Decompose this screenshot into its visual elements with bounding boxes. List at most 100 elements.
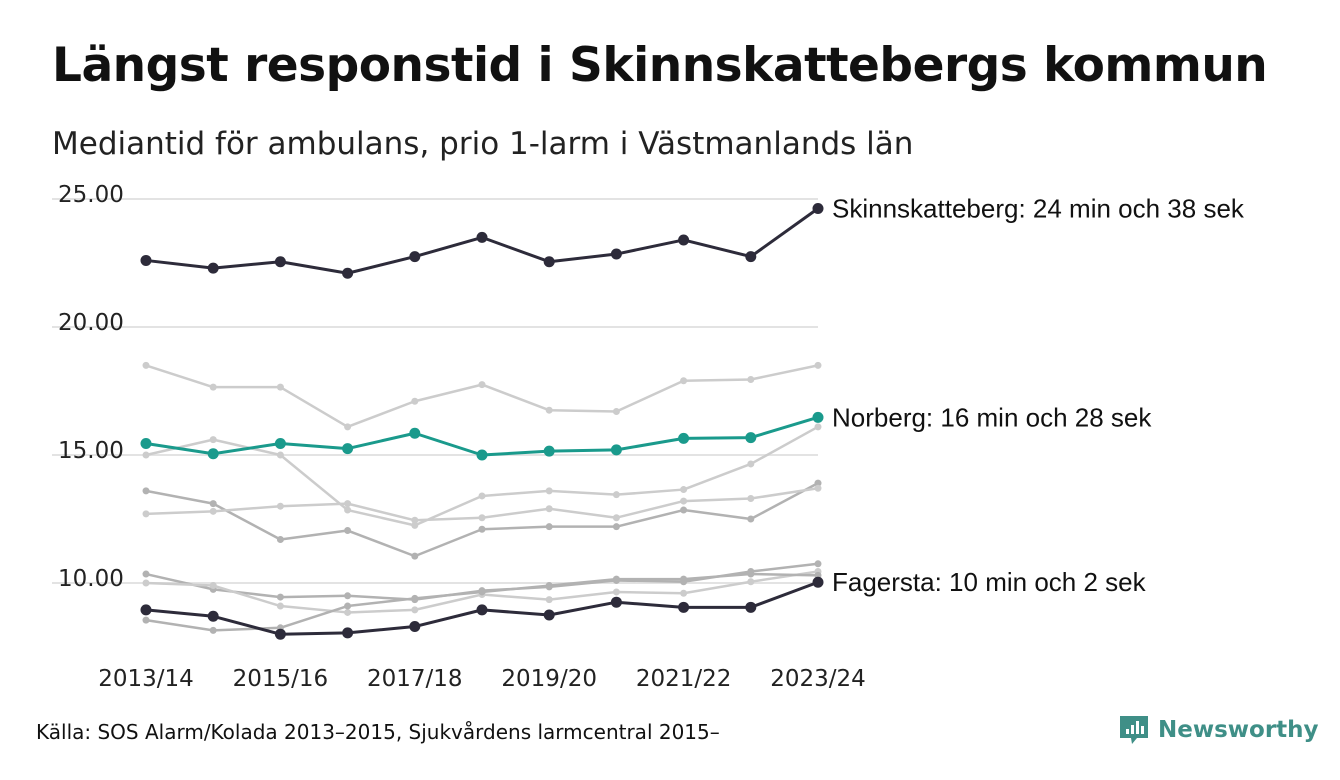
gridlines bbox=[52, 198, 818, 584]
context-series-1-point bbox=[411, 397, 419, 405]
y-tick-label: 10.00 bbox=[58, 566, 124, 592]
series-fagersta-point bbox=[812, 576, 824, 588]
context-series-2-point bbox=[612, 491, 620, 499]
y-tick-label: 15.00 bbox=[58, 438, 124, 464]
context-series-4-point bbox=[747, 495, 755, 503]
context-series-7-point bbox=[680, 575, 688, 583]
context-series-4-point bbox=[814, 484, 822, 492]
series-norberg-point bbox=[342, 443, 354, 455]
chart-title: Längst responstid i Skinnskattebergs kom… bbox=[52, 38, 1268, 93]
context-series-4-point bbox=[276, 502, 284, 510]
series-fagersta-end-label: Fagersta: 10 min och 2 sek bbox=[832, 567, 1147, 597]
context-series-2-point bbox=[411, 521, 419, 529]
line-chart: 10.00 15.00 20.00 25.00 2013/14 2015/16 2017/… bbox=[52, 182, 1245, 692]
context-series-5-point bbox=[142, 570, 150, 578]
context-series-6-point bbox=[411, 606, 419, 614]
source-note: Källa: SOS Alarm/Kolada 2013–2015, Sjukv… bbox=[36, 720, 720, 744]
y-tick-label: 25.00 bbox=[58, 182, 124, 208]
context-series-1-point bbox=[344, 423, 352, 431]
context-series-3-point bbox=[814, 479, 822, 487]
series-fagersta-point bbox=[543, 609, 555, 621]
series-fagersta-point bbox=[274, 628, 286, 640]
context-series-1-point bbox=[747, 375, 755, 383]
context-series-7-point bbox=[545, 582, 553, 590]
context-series-3-point bbox=[680, 506, 688, 514]
context-series-6-point bbox=[680, 589, 688, 597]
context-series-4-point bbox=[680, 497, 688, 505]
context-series-1-point bbox=[478, 381, 486, 389]
series-skinnskatteberg-point bbox=[274, 256, 286, 268]
y-axis-tick-labels: 10.00 15.00 20.00 25.00 bbox=[58, 182, 124, 592]
context-series-3-point bbox=[478, 525, 486, 533]
context-series-7-point bbox=[411, 594, 419, 602]
context-series-3-point bbox=[142, 487, 150, 495]
series-fagersta-point bbox=[140, 604, 152, 616]
series-fagersta-point bbox=[409, 621, 421, 633]
context-series-5-point bbox=[344, 592, 352, 600]
series-norberg-point bbox=[476, 449, 488, 461]
series-skinnskatteberg-point bbox=[745, 251, 757, 263]
series-end-labels: Skinnskatteberg: 24 min och 38 sek Norber… bbox=[832, 193, 1245, 597]
series-fagersta-point bbox=[678, 601, 690, 613]
context-series-6-point bbox=[276, 602, 284, 610]
context-series bbox=[142, 361, 822, 634]
context-series-3-point bbox=[276, 535, 284, 543]
series-norberg-point bbox=[409, 427, 421, 439]
context-series-1-point bbox=[545, 406, 553, 414]
series-skinnskatteberg-point bbox=[207, 262, 219, 274]
context-series-3-point bbox=[545, 523, 553, 531]
highlighted-series bbox=[140, 202, 824, 640]
context-series-6-point bbox=[209, 582, 217, 590]
context-series-1-point bbox=[814, 361, 822, 369]
context-series-6-point bbox=[747, 578, 755, 586]
series-skinnskatteberg-point bbox=[140, 254, 152, 266]
series-fagersta-point bbox=[610, 596, 622, 608]
context-series-4-point bbox=[411, 516, 419, 524]
context-series-2-point bbox=[344, 506, 352, 514]
context-series-6-point bbox=[545, 596, 553, 604]
context-series-4-point bbox=[478, 514, 486, 522]
series-skinnskatteberg-end-label: Skinnskatteberg: 24 min och 38 sek bbox=[832, 193, 1245, 223]
x-tick-label: 2015/16 bbox=[233, 666, 329, 692]
context-series-3-point bbox=[747, 515, 755, 523]
context-series-4-point bbox=[612, 514, 620, 522]
brand-logo[interactable]: Newsworthy bbox=[1118, 712, 1319, 748]
context-series-5-point bbox=[276, 593, 284, 601]
context-series-2-point bbox=[545, 487, 553, 495]
x-tick-label: 2019/20 bbox=[501, 666, 597, 692]
series-norberg-line bbox=[144, 415, 820, 457]
series-norberg-point bbox=[140, 437, 152, 449]
context-series-1-point bbox=[209, 383, 217, 391]
context-series-7-point bbox=[209, 626, 217, 634]
x-tick-label: 2023/24 bbox=[770, 666, 866, 692]
context-series-5-point bbox=[814, 560, 822, 568]
context-series-1-point bbox=[142, 361, 150, 369]
context-series-2-point bbox=[276, 451, 284, 459]
series-fagersta-point bbox=[745, 601, 757, 613]
chart-subtitle: Mediantid för ambulans, prio 1-larm i Vä… bbox=[52, 126, 914, 162]
context-series-1-point bbox=[680, 377, 688, 385]
x-tick-label: 2017/18 bbox=[367, 666, 463, 692]
context-series-3-point bbox=[344, 527, 352, 535]
series-norberg-point bbox=[207, 448, 219, 460]
series-fagersta-point bbox=[476, 604, 488, 616]
context-series-2-point bbox=[814, 423, 822, 431]
context-series-2-point bbox=[747, 460, 755, 468]
newsworthy-logo-icon bbox=[1120, 716, 1148, 744]
context-series-6-point bbox=[612, 588, 620, 596]
context-series-2-line bbox=[144, 425, 820, 527]
series-skinnskatteberg-point bbox=[812, 202, 824, 214]
context-series-7-point bbox=[612, 575, 620, 583]
brand-name: Newsworthy bbox=[1158, 717, 1319, 743]
series-skinnskatteberg-point bbox=[610, 248, 622, 260]
context-series-2-point bbox=[142, 451, 150, 459]
series-norberg-point bbox=[610, 444, 622, 456]
x-axis-tick-labels: 2013/14 2015/16 2017/18 2019/20 2021/22 2023/… bbox=[98, 666, 866, 692]
context-series-4-point bbox=[209, 507, 217, 515]
context-series-3-point bbox=[612, 523, 620, 531]
context-series-6-point bbox=[344, 608, 352, 616]
series-skinnskatteberg-point bbox=[409, 251, 421, 263]
series-norberg-point bbox=[745, 432, 757, 444]
context-series-7-point bbox=[142, 616, 150, 624]
context-series-4-point bbox=[545, 505, 553, 513]
